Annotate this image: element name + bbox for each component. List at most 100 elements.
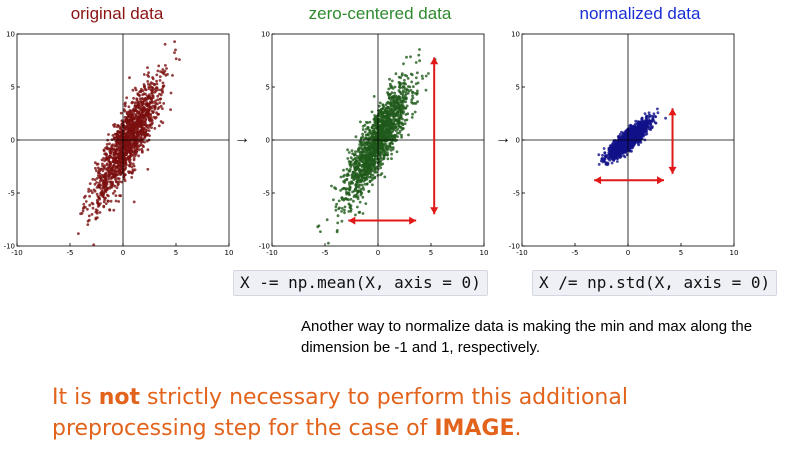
scatter-point [109, 199, 113, 203]
scatter-point [371, 154, 375, 157]
scatter-point [95, 192, 99, 196]
scatter-point [91, 206, 95, 210]
scatter-point [647, 111, 651, 115]
scatter-point [141, 101, 145, 105]
scatter-point [115, 132, 119, 136]
scatter-point [358, 200, 362, 204]
scatter-point [349, 197, 353, 201]
scatter-point [384, 145, 387, 149]
scatter-point [389, 107, 393, 111]
scatter-point [386, 92, 390, 96]
scatter-point [405, 104, 409, 108]
scatter-point [379, 173, 383, 177]
scatter-point [343, 211, 346, 215]
scatter-point [147, 126, 150, 130]
scatter-point [114, 194, 118, 198]
scatter-point [369, 135, 373, 139]
scatter-point [391, 130, 395, 133]
scatter-point [145, 133, 149, 137]
scatter-point [123, 167, 127, 171]
scatter-point [135, 98, 139, 102]
scatter-point [637, 143, 640, 147]
scatter-point [607, 156, 610, 160]
scatter-point [119, 173, 122, 177]
scatter-point [361, 132, 364, 136]
scatter-point [403, 73, 407, 77]
scatter-point [640, 117, 644, 120]
scatter-point [384, 135, 388, 139]
scatter-point [139, 143, 143, 147]
scatter-point [417, 53, 421, 57]
scatter-point [379, 126, 383, 130]
scatter-point [385, 132, 388, 136]
scatter-point [155, 82, 159, 86]
scatter-point [112, 163, 116, 167]
scatter-point [107, 158, 111, 161]
scatter-point [134, 109, 137, 113]
scatter-point [131, 168, 135, 172]
scatter-point [171, 74, 174, 77]
scatter-point [153, 127, 157, 130]
scatter-point [628, 127, 632, 130]
scatter-point [129, 110, 132, 113]
scatter-point [136, 92, 140, 96]
scatter-point [130, 176, 134, 179]
scatter-point [157, 106, 161, 109]
scatter-point [133, 141, 137, 145]
scatter-point [123, 164, 126, 168]
scatter-point [386, 147, 389, 151]
scatter-point [388, 109, 391, 113]
scatter-point [141, 115, 145, 118]
scatter-point [359, 120, 362, 124]
scatter-point [348, 183, 351, 187]
scatter-point [388, 145, 392, 148]
scatter-point [137, 111, 141, 115]
scatter-point [132, 130, 136, 134]
scatter-point [624, 135, 628, 138]
scatter-point [649, 126, 653, 130]
scatter-point [381, 110, 385, 114]
scatter-point [371, 133, 374, 137]
scatter-point [414, 61, 418, 64]
arrow-head [409, 216, 417, 225]
scatter-point [136, 105, 140, 108]
scatter-point [149, 97, 153, 101]
scatter-point [102, 200, 106, 204]
x-tick-label: 5 [174, 249, 178, 257]
scatter-point [102, 156, 105, 160]
scatter-point [393, 108, 396, 111]
scatter-point [108, 147, 111, 151]
scatter-point [147, 109, 151, 113]
scatter-point [640, 124, 644, 128]
x-tick-label: 10 [225, 249, 234, 257]
scatter-point [603, 157, 607, 161]
scatter-point [382, 105, 386, 109]
scatter-point [131, 122, 134, 126]
scatter-point [636, 125, 640, 128]
scatter-point [349, 156, 353, 160]
scatter-point [102, 148, 106, 152]
scatter-point [98, 211, 102, 214]
scatter-point [133, 154, 137, 158]
scatter-point [618, 150, 621, 154]
scatter-point [140, 122, 144, 126]
scatter-point [634, 119, 638, 123]
scatter-point [399, 116, 403, 120]
scatter-point [418, 59, 421, 63]
scatter-point [356, 190, 360, 194]
scatter-point [641, 121, 645, 125]
scatter-point [370, 178, 374, 182]
scatter-point [414, 82, 418, 86]
scatter-point [389, 86, 393, 90]
scatter-point [411, 112, 414, 116]
scatter-point [392, 122, 396, 125]
scatter-point [365, 155, 369, 159]
scatter-point [159, 70, 163, 73]
scatter-point [345, 167, 349, 171]
scatter-point [409, 55, 412, 59]
scatter-point [363, 167, 367, 171]
scatter-point [393, 114, 396, 118]
scatter-point [153, 82, 156, 86]
scatter-point [397, 122, 400, 126]
scatter-point [386, 157, 390, 161]
